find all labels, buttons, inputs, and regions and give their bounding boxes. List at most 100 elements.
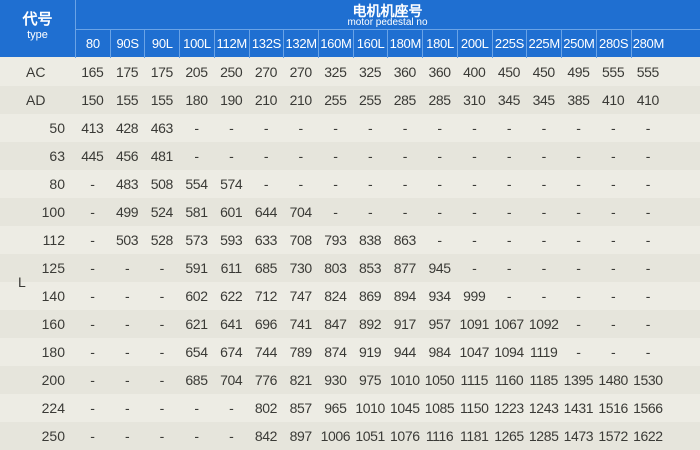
table-cell: - [472, 232, 477, 248]
table-cell: 803 [324, 260, 347, 276]
table-row: 112 - 503 528 573 593 633 708 793 838 863 - - - - - - - [0, 226, 700, 254]
table-cell: 877 [393, 260, 417, 276]
table-cell: 874 [324, 344, 347, 360]
row-label: 63 [49, 148, 65, 164]
column-header: 250M [561, 30, 596, 58]
table-row: 80 - 483 508 554 574 - - - - - - - - - - - - [0, 170, 700, 198]
table-cell: 190 [220, 92, 243, 108]
table-cell: 1473 [563, 428, 594, 444]
row-label: 200 [41, 372, 65, 388]
table-cell: - [194, 400, 199, 416]
table-cell: 1530 [633, 372, 663, 388]
table-cell: 463 [150, 120, 174, 136]
table-cell: 1085 [424, 400, 455, 416]
table-cell: - [576, 176, 581, 192]
table-cell: - [90, 400, 95, 416]
table-cell: 528 [150, 232, 174, 248]
table-cell: 897 [289, 428, 313, 444]
table-cell: - [541, 120, 547, 136]
table-cell: - [159, 344, 165, 360]
table-cell: 944 [393, 344, 417, 360]
table-cell: - [159, 372, 165, 388]
table-cell: - [437, 120, 442, 136]
table-cell: - [402, 120, 408, 136]
table-cell: 776 [254, 372, 278, 388]
table-cell: - [506, 176, 512, 192]
column-header: 180L [422, 30, 457, 58]
table-row: 180 - - - 654 674 744 789 874 919 944 984 1047 1094 11… [0, 338, 700, 366]
motor-pedestal-title-zh: 电机机座号 [352, 3, 423, 19]
table-cell: 345 [497, 92, 521, 108]
table-cell: - [506, 288, 512, 304]
table-cell: - [159, 288, 165, 304]
table-cell: - [472, 148, 477, 164]
row-label: 112 [42, 232, 65, 248]
table-cell: - [333, 176, 338, 192]
table-cell: - [611, 260, 616, 276]
column-header: 280S [595, 30, 631, 58]
table-cell: 730 [289, 260, 313, 276]
column-header: 112M [213, 30, 249, 58]
column-header: 90L [144, 30, 179, 58]
type-header-zh: 代号 [22, 11, 53, 28]
table-cell: - [263, 148, 269, 164]
l-row-group-label: L [18, 274, 26, 290]
table-cell: - [90, 176, 95, 192]
table-cell: - [90, 428, 95, 444]
table-cell: - [298, 176, 304, 192]
table-cell: - [541, 288, 547, 304]
table-cell: 1572 [598, 428, 628, 444]
table-cell: - [263, 120, 269, 136]
table-cell: 744 [254, 344, 278, 360]
table-cell: - [124, 316, 130, 332]
table-cell: 270 [254, 64, 278, 80]
table-cell: - [402, 148, 408, 164]
table-cell: 285 [428, 92, 451, 108]
table-cell: 250 [220, 64, 243, 80]
table-cell: 456 [115, 148, 139, 164]
table-cell: 1243 [528, 400, 559, 416]
table-cell: - [645, 288, 651, 304]
table-cell: 919 [359, 344, 382, 360]
table-cell: - [194, 148, 199, 164]
row-label: 250 [41, 428, 65, 444]
table-cell: 622 [220, 288, 243, 304]
table-cell: 450 [532, 64, 556, 80]
table-row: AC 165 175 175 205 250 270 270 325 325 360 360 400 45… [0, 58, 700, 86]
table-cell: 863 [393, 232, 417, 248]
table-cell: 644 [254, 204, 278, 220]
table-cell: - [402, 176, 408, 192]
table-cell: - [645, 232, 651, 248]
table-row: 50 413 428 463 - - - - - - - - - - - - - - [0, 114, 700, 142]
table-cell: 704 [220, 372, 243, 388]
table-cell: - [124, 428, 130, 444]
table-cell: 601 [220, 204, 243, 220]
table-cell: - [541, 260, 547, 276]
table-cell: 1045 [390, 400, 420, 416]
table-cell: 481 [150, 148, 174, 164]
row-label: 50 [49, 120, 65, 136]
table-cell: 975 [359, 372, 382, 388]
table-cell: 410 [636, 92, 660, 108]
table-cell: - [611, 204, 616, 220]
table-cell: 602 [185, 288, 208, 304]
row-label: 125 [41, 260, 65, 276]
table-cell: 1181 [460, 428, 489, 444]
table-cell: - [645, 260, 651, 276]
table-cell: 175 [115, 64, 139, 80]
table-cell: 1285 [528, 428, 559, 444]
table-cell: - [576, 288, 581, 304]
column-header: 132S [248, 30, 284, 58]
table-cell: - [506, 120, 512, 136]
table-cell: 1516 [598, 400, 628, 416]
table-cell: - [506, 148, 512, 164]
table-cell: 892 [359, 316, 382, 332]
row-label: 100 [41, 204, 65, 220]
table-cell: 789 [289, 344, 313, 360]
table-row: 160 - - - 621 641 696 741 847 892 917 957 1091 1067 10… [0, 310, 700, 338]
table-cell: 410 [602, 92, 625, 108]
table-cell: 270 [289, 64, 313, 80]
motor-pedestal-title-en: motor pedestal no [347, 17, 428, 28]
table-cell: 165 [81, 64, 104, 80]
column-headers: 80 90S 90L 100L 112M 132S 132M 160M 160L 180M 180L… [75, 29, 700, 58]
